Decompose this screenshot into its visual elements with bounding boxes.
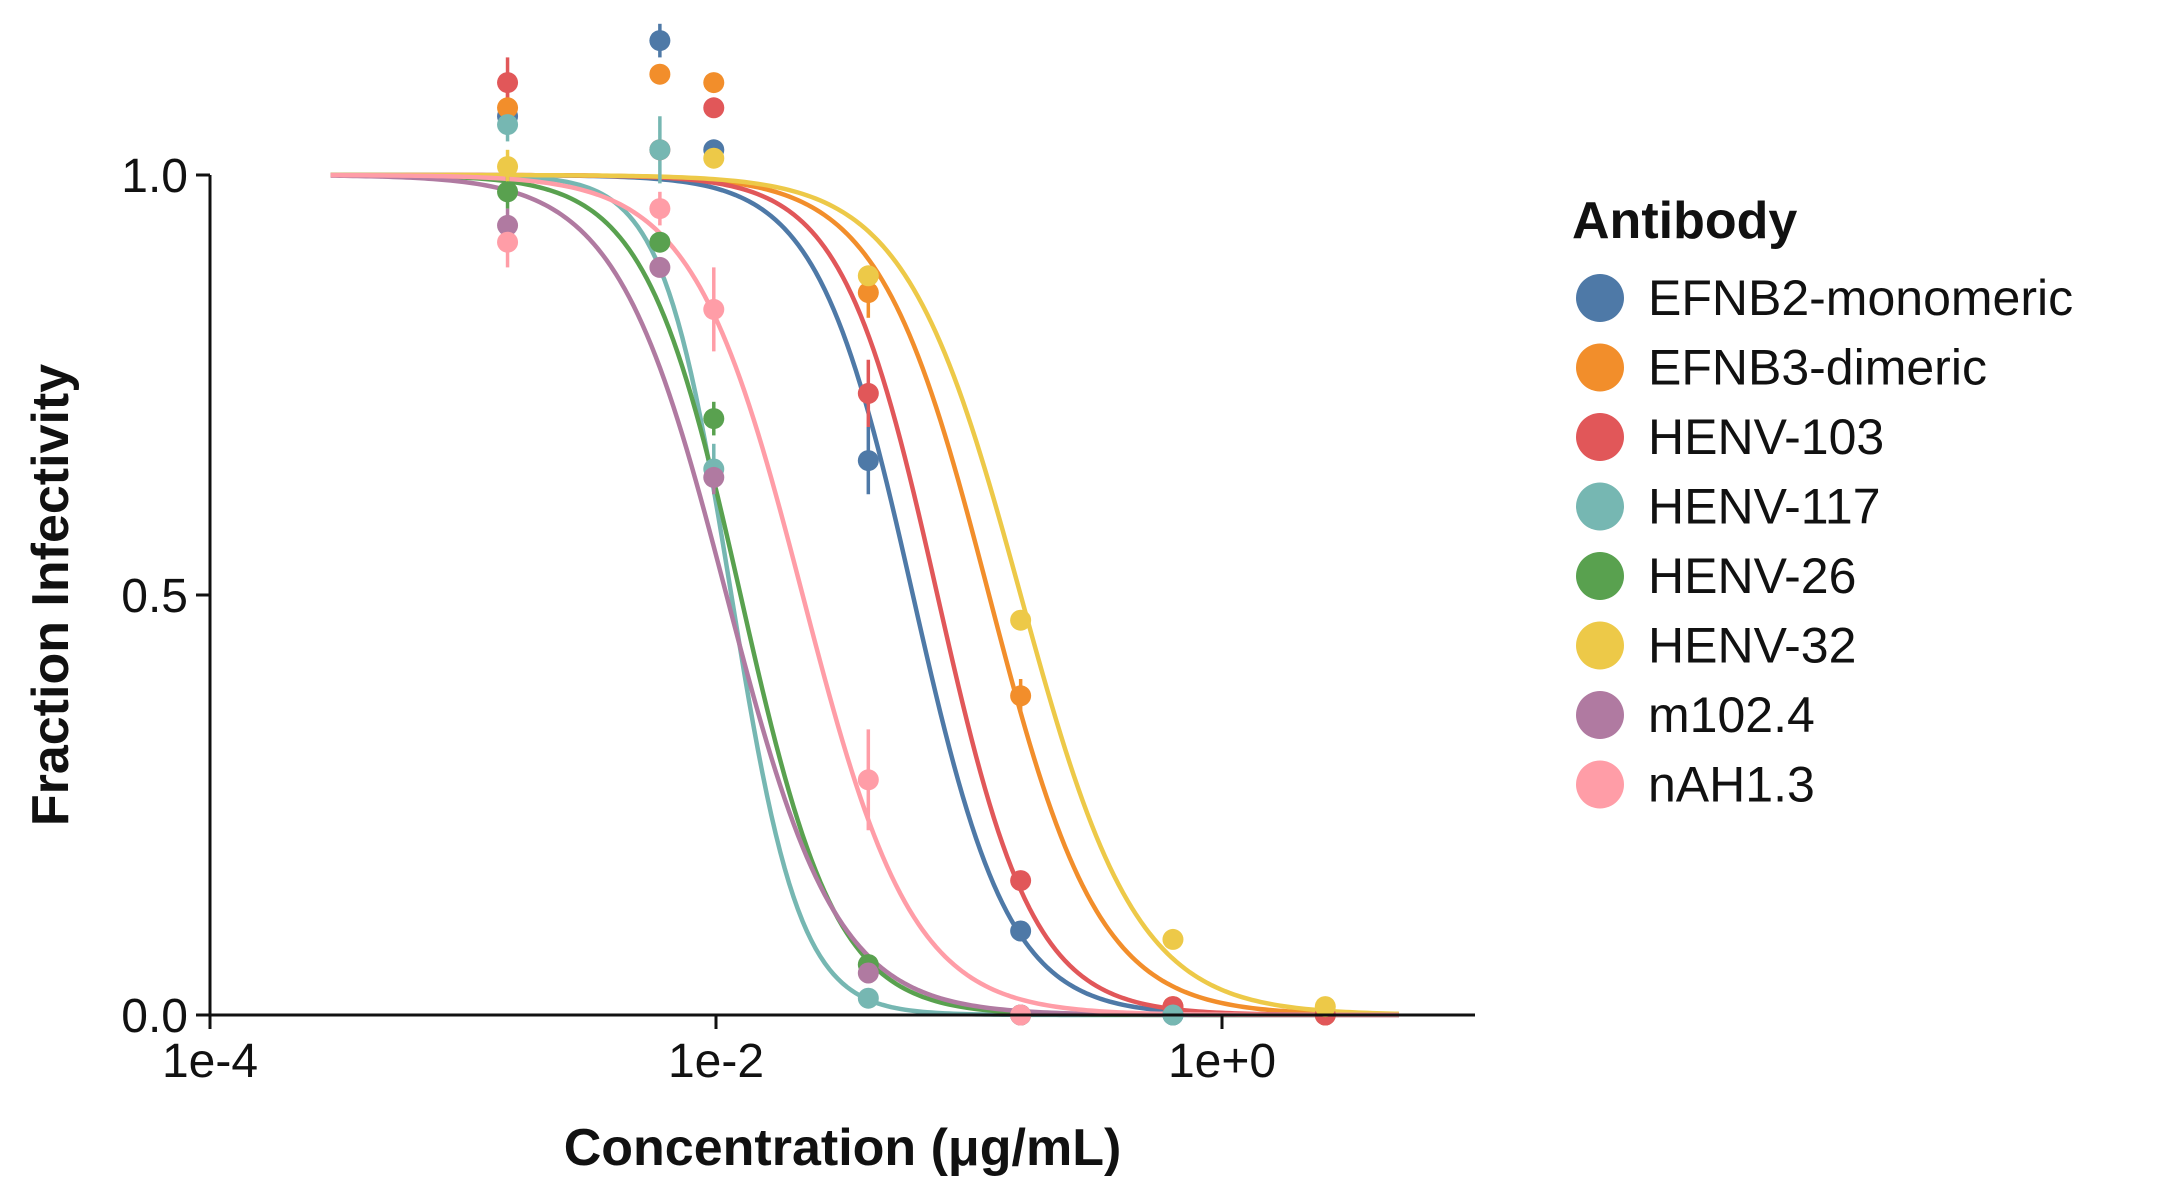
x-tick-label: 1e-4 [162, 1035, 258, 1088]
legend-label-nah1-3: nAH1.3 [1648, 757, 1815, 813]
data-point-henv-103 [497, 72, 519, 94]
data-point-efnb2-monomeric [857, 450, 879, 472]
data-point-efnb2-monomeric [649, 30, 671, 52]
data-point-henv-32 [1010, 609, 1032, 631]
data-point-henv-32 [1162, 928, 1184, 950]
data-point-efnb3-dimeric [857, 282, 879, 304]
x-tick-label: 1e+0 [1168, 1035, 1276, 1088]
legend-swatch-efnb3-dimeric [1576, 343, 1624, 392]
data-point-henv-32 [857, 265, 879, 287]
data-points-layer [497, 30, 1336, 1026]
legend-label-efnb3-dimeric: EFNB3-dimeric [1648, 340, 1987, 396]
data-point-henv-103 [857, 382, 879, 404]
y-axis-ticks: 0.0 0.5 1.0 [121, 150, 210, 1043]
x-axis-title: Concentration (μg/mL) [564, 1119, 1122, 1177]
data-point-henv-32 [703, 147, 725, 169]
legend-label-henv-32: HENV-32 [1648, 618, 1856, 674]
x-tick-label: 1e-2 [668, 1035, 764, 1088]
data-point-m102-4 [703, 466, 725, 488]
legend-items: EFNB2-monomeric EFNB3-dimeric HENV-103 HENV… [1576, 270, 2073, 813]
legend-swatch-henv-117 [1576, 482, 1624, 531]
data-point-m102-4 [497, 214, 519, 236]
data-point-henv-103 [1010, 870, 1032, 892]
data-point-henv-26 [497, 181, 519, 203]
data-point-nah1-3 [703, 298, 725, 320]
legend-label-henv-103: HENV-103 [1648, 409, 1884, 465]
data-point-m102-4 [857, 962, 879, 984]
y-axis-title: Fraction Infectivity [22, 364, 80, 826]
error-bars-layer [505, 23, 1328, 1020]
data-point-henv-117 [649, 139, 671, 161]
legend-label-efnb2-monomeric: EFNB2-monomeric [1648, 270, 2073, 326]
data-point-henv-32 [497, 156, 519, 178]
legend-swatch-efnb2-monomeric [1576, 274, 1624, 322]
data-point-nah1-3 [649, 198, 671, 220]
legend-swatch-m102-4 [1576, 691, 1624, 739]
legend-label-m102-4: m102.4 [1648, 687, 1815, 743]
data-point-henv-32 [1314, 996, 1336, 1018]
legend-swatch-henv-103 [1576, 413, 1624, 461]
data-point-henv-26 [703, 408, 725, 430]
data-point-henv-117 [857, 987, 879, 1009]
data-point-henv-117 [497, 114, 519, 136]
data-point-efnb3-dimeric [1010, 685, 1032, 707]
data-point-efnb3-dimeric [703, 72, 725, 94]
y-tick-label: 0.0 [121, 990, 188, 1043]
legend-swatch-nah1-3 [1576, 760, 1624, 809]
data-point-efnb3-dimeric [649, 63, 671, 85]
data-point-m102-4 [649, 256, 671, 278]
data-point-henv-103 [703, 97, 725, 119]
x-axis-ticks: 1e-4 1e-2 1e+0 [162, 1015, 1276, 1088]
data-point-nah1-3 [857, 769, 879, 791]
data-point-efnb2-monomeric [1010, 920, 1032, 942]
legend-swatch-henv-26 [1576, 552, 1624, 600]
data-point-henv-26 [649, 231, 671, 253]
y-tick-label: 1.0 [121, 150, 188, 203]
legend-swatch-henv-32 [1576, 621, 1624, 670]
y-tick-label: 0.5 [121, 570, 188, 623]
data-point-efnb3-dimeric [497, 97, 519, 119]
legend-label-henv-26: HENV-26 [1648, 548, 1856, 604]
legend: Antibody EFNB2-monomeric EFNB3-dimeric HEN… [1572, 192, 2073, 813]
legend-label-henv-117: HENV-117 [1648, 479, 1881, 535]
axes-layer: 0.0 0.5 1.0 1e-4 1e-2 1e+0 [121, 150, 1475, 1088]
data-point-nah1-3 [497, 231, 519, 253]
legend-title: Antibody [1572, 192, 1797, 250]
